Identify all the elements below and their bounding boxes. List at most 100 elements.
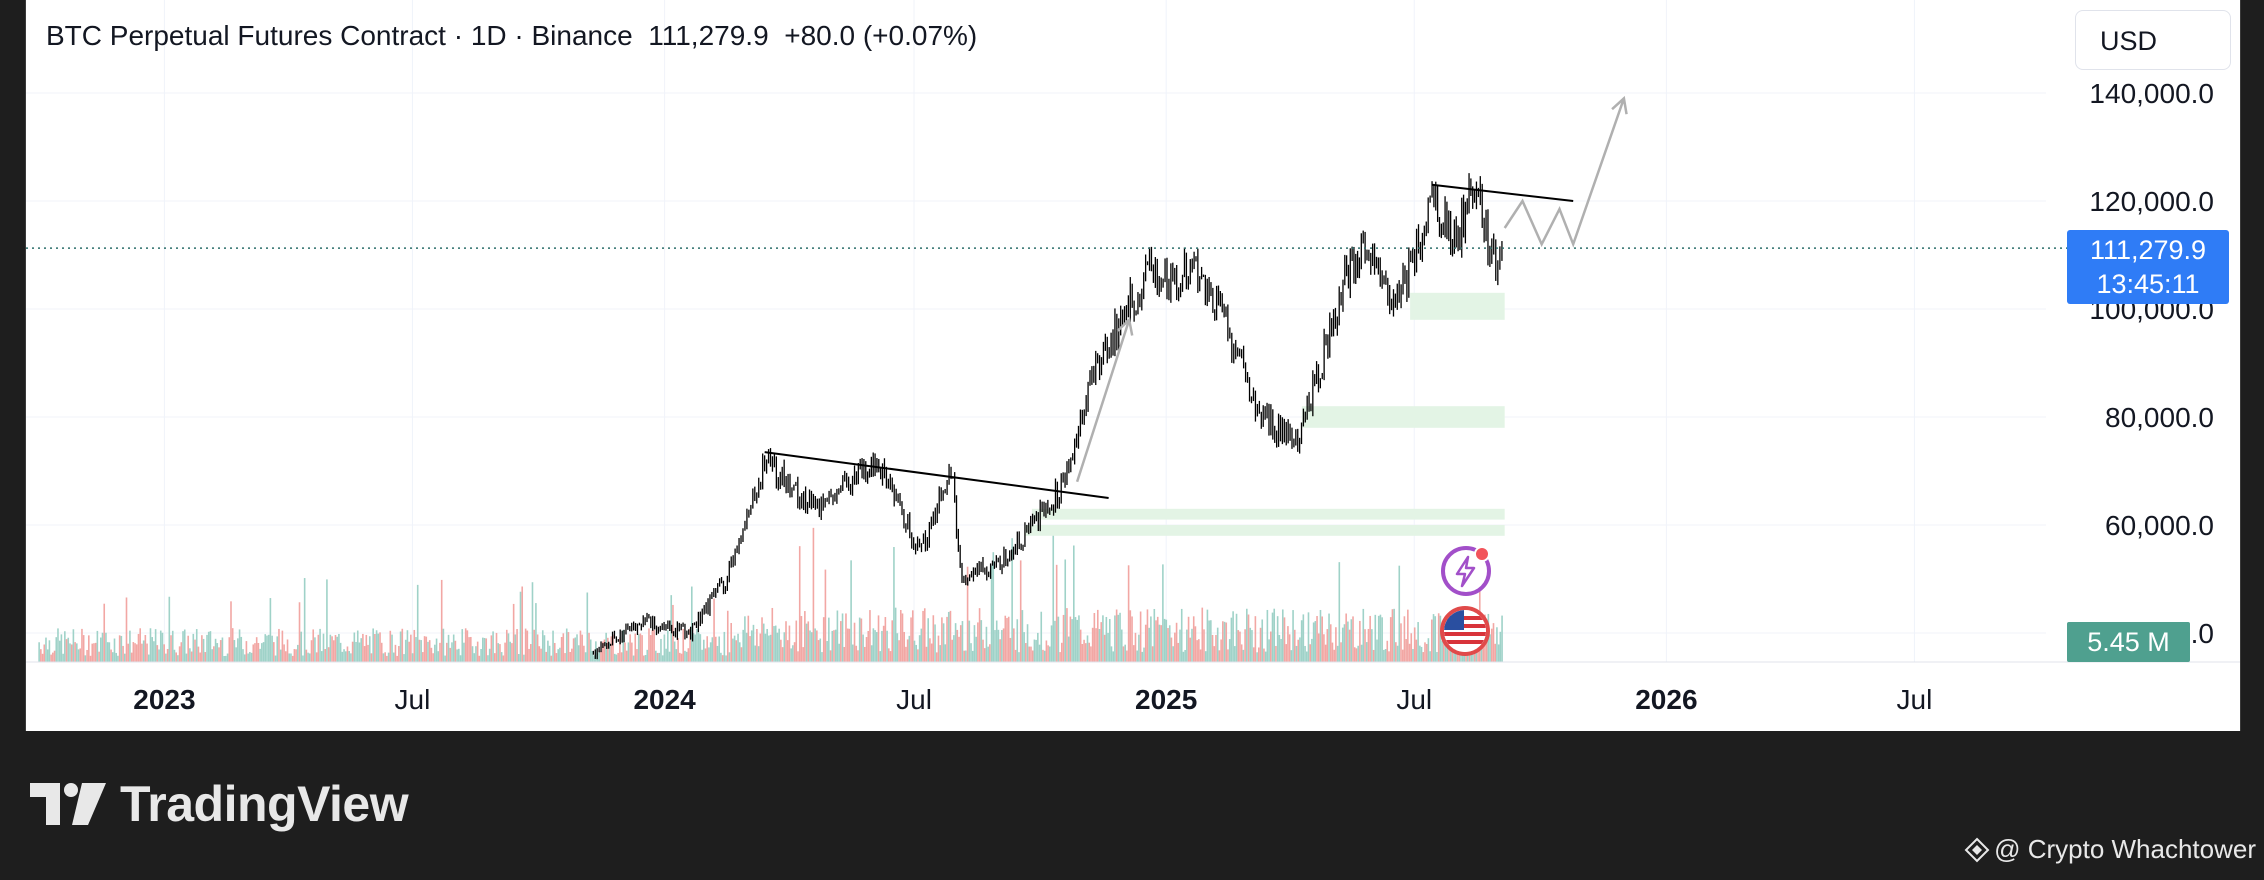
volume-bar <box>761 617 763 662</box>
volume-bar <box>567 632 570 662</box>
volume-bar <box>1071 619 1073 662</box>
volume-bar <box>1168 625 1171 662</box>
volume-bar <box>189 648 191 662</box>
volume-bar <box>1014 649 1017 662</box>
volume-bar <box>96 630 99 662</box>
volume-bar <box>667 630 669 662</box>
volume-bar <box>1240 644 1243 662</box>
volume-bar <box>134 643 136 662</box>
volume-bar <box>408 641 410 662</box>
volume-bar <box>52 652 54 662</box>
chart-panel[interactable]: 2023 Jul 2024 Jul 2025 Jul 2026 Jul 140,000.0 120… <box>25 0 2241 731</box>
volume-bar <box>461 629 464 662</box>
volume-bar <box>1395 642 1397 662</box>
volume-bar <box>273 642 275 662</box>
volume-bar <box>416 584 419 662</box>
volume-bar <box>1408 643 1411 662</box>
volume-bar <box>874 630 876 662</box>
us-flag-icon[interactable] <box>1440 606 1490 656</box>
volume-bar <box>159 630 162 662</box>
volume-bar <box>1343 624 1346 662</box>
volume-bar <box>807 621 810 662</box>
volume-bar <box>356 630 359 662</box>
volume-bar <box>1235 613 1238 662</box>
y-tick-label: 80,000.0 <box>2105 402 2214 433</box>
volume-bar <box>529 644 532 662</box>
volume-bar <box>1218 650 1221 662</box>
volume-bar <box>762 623 765 662</box>
currency-button[interactable]: USD <box>2075 10 2231 70</box>
volume-bar <box>917 649 919 662</box>
volume-bar <box>977 622 979 662</box>
volume-bar <box>1167 628 1169 662</box>
price-chart[interactable]: 2023 Jul 2024 Jul 2025 Jul 2026 Jul 140,000.0 120… <box>26 0 2240 731</box>
volume-bar <box>1025 643 1027 662</box>
volume-bar <box>785 621 787 662</box>
volume-bar <box>913 640 916 662</box>
volume-bar <box>923 608 926 662</box>
volume-bar <box>728 652 731 662</box>
volume-bar <box>643 655 645 662</box>
volume-bar <box>180 642 183 662</box>
volume-bar <box>341 651 344 662</box>
volume-bar <box>317 634 320 662</box>
volume-bar <box>990 565 993 662</box>
volume-bar <box>1398 565 1401 662</box>
volume-bar <box>841 613 844 662</box>
volume-bar <box>1055 564 1058 662</box>
tradingview-logo[interactable]: TradingView <box>30 775 409 833</box>
volume-bar <box>387 652 390 662</box>
volume-bar <box>528 648 530 662</box>
volume-bar <box>1074 617 1077 662</box>
volume-bar <box>240 636 243 662</box>
volume-bar <box>320 651 323 662</box>
volume-bar <box>209 631 212 662</box>
volume-bar <box>1078 615 1080 662</box>
volume-bar <box>709 642 712 662</box>
volume-bar <box>1013 628 1015 662</box>
volume-bar <box>117 655 119 662</box>
volume-bar <box>720 652 722 662</box>
volume-bar <box>817 640 820 662</box>
volume-bar <box>175 652 177 662</box>
volume-bar <box>70 644 73 662</box>
volume-bar <box>487 655 489 662</box>
volume-bar <box>711 637 714 662</box>
volume-label: 5.45 M <box>2067 622 2190 662</box>
volume-bar <box>574 637 577 662</box>
volume-bar <box>1124 644 1126 662</box>
volume-bar <box>774 625 777 662</box>
volume-bar <box>721 655 724 662</box>
volume-bar <box>1276 616 1279 662</box>
volume-bar <box>569 651 571 662</box>
volume-bar <box>334 634 337 662</box>
x-tick-label: 2026 <box>1635 684 1697 715</box>
volume-bar <box>718 636 721 662</box>
volume-bar <box>865 637 868 662</box>
volume-bar <box>1222 621 1224 662</box>
volume-bar <box>673 641 676 662</box>
volume-bar <box>812 527 815 662</box>
volume-bar <box>1208 620 1210 662</box>
volume-bar <box>447 634 450 662</box>
volume-bar <box>271 635 273 662</box>
volume-bar <box>178 646 181 662</box>
volume-bar <box>1492 623 1495 662</box>
volume-bar <box>884 617 887 662</box>
volume-bar <box>290 653 292 662</box>
volume-bar <box>559 647 561 662</box>
volume-bar <box>1242 649 1245 662</box>
volume-bar <box>1069 616 1072 662</box>
volume-bar <box>156 645 159 662</box>
volume-bar <box>1259 627 1262 662</box>
volume-bar <box>276 636 279 662</box>
volume-bar <box>153 641 155 662</box>
volume-bar <box>206 634 208 662</box>
volume-bar <box>668 651 671 662</box>
volume-bar <box>1126 650 1128 662</box>
volume-bar <box>82 635 85 662</box>
volume-bar <box>154 629 157 662</box>
volume-bar <box>350 653 352 662</box>
volume-bar <box>242 649 244 662</box>
volume-bar <box>680 653 683 662</box>
